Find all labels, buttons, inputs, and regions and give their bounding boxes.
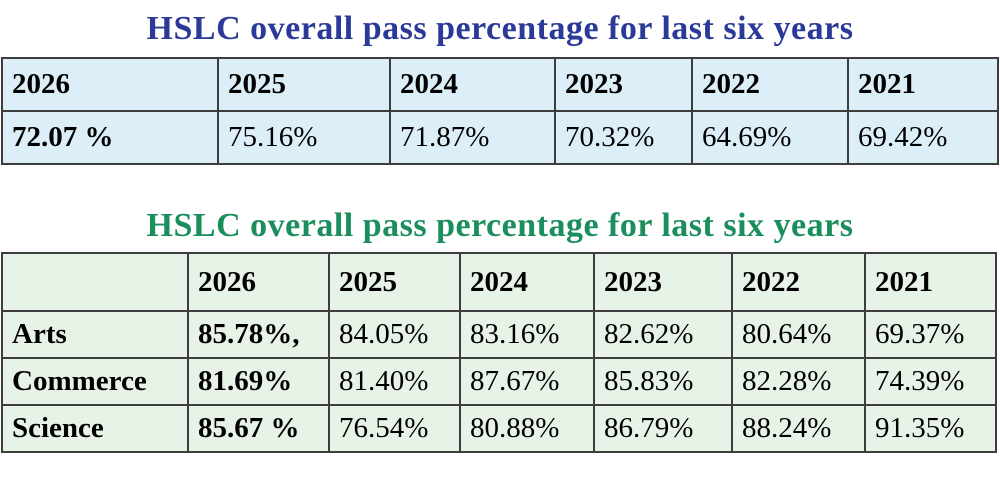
value-cell: 82.62% bbox=[593, 310, 733, 359]
value-cell: 81.69% bbox=[187, 357, 330, 406]
value-cell: 70.32% bbox=[554, 110, 693, 165]
year-header-cell: 2023 bbox=[593, 252, 733, 312]
row-label-cell: Commerce bbox=[1, 357, 189, 406]
table-header-row: 2026 2025 2024 2023 2022 2021 bbox=[1, 57, 999, 112]
value-cell: 84.05% bbox=[328, 310, 461, 359]
value-cell: 64.69% bbox=[691, 110, 849, 165]
year-header-cell: 2023 bbox=[554, 57, 693, 112]
year-header-cell: 2026 bbox=[1, 57, 219, 112]
year-header-cell: 2025 bbox=[328, 252, 461, 312]
overall-table-title: HSLC overall pass percentage for last si… bbox=[146, 10, 854, 47]
value-cell: 86.79% bbox=[593, 404, 733, 453]
value-cell: 81.40% bbox=[328, 357, 461, 406]
value-cell: 80.64% bbox=[731, 310, 866, 359]
value-cell: 80.88% bbox=[459, 404, 595, 453]
table-header-row: 2026 2025 2024 2023 2022 2021 bbox=[1, 252, 997, 312]
table-row-commerce: Commerce 81.69% 81.40% 87.67% 85.83% 82.… bbox=[1, 357, 997, 406]
value-cell: 85.78%, bbox=[187, 310, 330, 359]
year-header-cell: 2022 bbox=[691, 57, 849, 112]
value-cell: 75.16% bbox=[217, 110, 391, 165]
year-header-cell: 2025 bbox=[217, 57, 391, 112]
row-label-cell: Arts bbox=[1, 310, 189, 359]
year-header-cell: 2022 bbox=[731, 252, 866, 312]
table-row-science: Science 85.67 % 76.54% 80.88% 86.79% 88.… bbox=[1, 404, 997, 453]
year-header-cell: 2026 bbox=[187, 252, 330, 312]
year-header-cell: 2024 bbox=[389, 57, 556, 112]
table-row: 72.07 % 75.16% 71.87% 70.32% 64.69% 69.4… bbox=[1, 110, 999, 165]
value-cell: 76.54% bbox=[328, 404, 461, 453]
table-row-arts: Arts 85.78%, 84.05% 83.16% 82.62% 80.64%… bbox=[1, 310, 997, 359]
value-cell: 82.28% bbox=[731, 357, 866, 406]
page: HSLC overall pass percentage for last si… bbox=[0, 8, 1000, 453]
value-cell: 85.67 % bbox=[187, 404, 330, 453]
year-header-cell: 2021 bbox=[864, 252, 997, 312]
value-cell: 87.67% bbox=[459, 357, 595, 406]
year-header-cell: 2021 bbox=[847, 57, 999, 112]
overall-pass-table: 2026 2025 2024 2023 2022 2021 72.07 % 75… bbox=[1, 57, 999, 165]
value-cell: 88.24% bbox=[731, 404, 866, 453]
stream-pass-table: 2026 2025 2024 2023 2022 2021 Arts 85.78… bbox=[1, 252, 997, 453]
value-cell: 71.87% bbox=[389, 110, 556, 165]
value-cell: 83.16% bbox=[459, 310, 595, 359]
value-cell: 69.42% bbox=[847, 110, 999, 165]
row-label-cell: Science bbox=[1, 404, 189, 453]
year-header-cell: 2024 bbox=[459, 252, 595, 312]
corner-cell bbox=[1, 252, 189, 312]
value-cell: 85.83% bbox=[593, 357, 733, 406]
stream-table-title: HSLC overall pass percentage for last si… bbox=[146, 207, 854, 244]
value-cell: 69.37% bbox=[864, 310, 997, 359]
value-cell: 72.07 % bbox=[1, 110, 219, 165]
value-cell: 74.39% bbox=[864, 357, 997, 406]
value-cell: 91.35% bbox=[864, 404, 997, 453]
